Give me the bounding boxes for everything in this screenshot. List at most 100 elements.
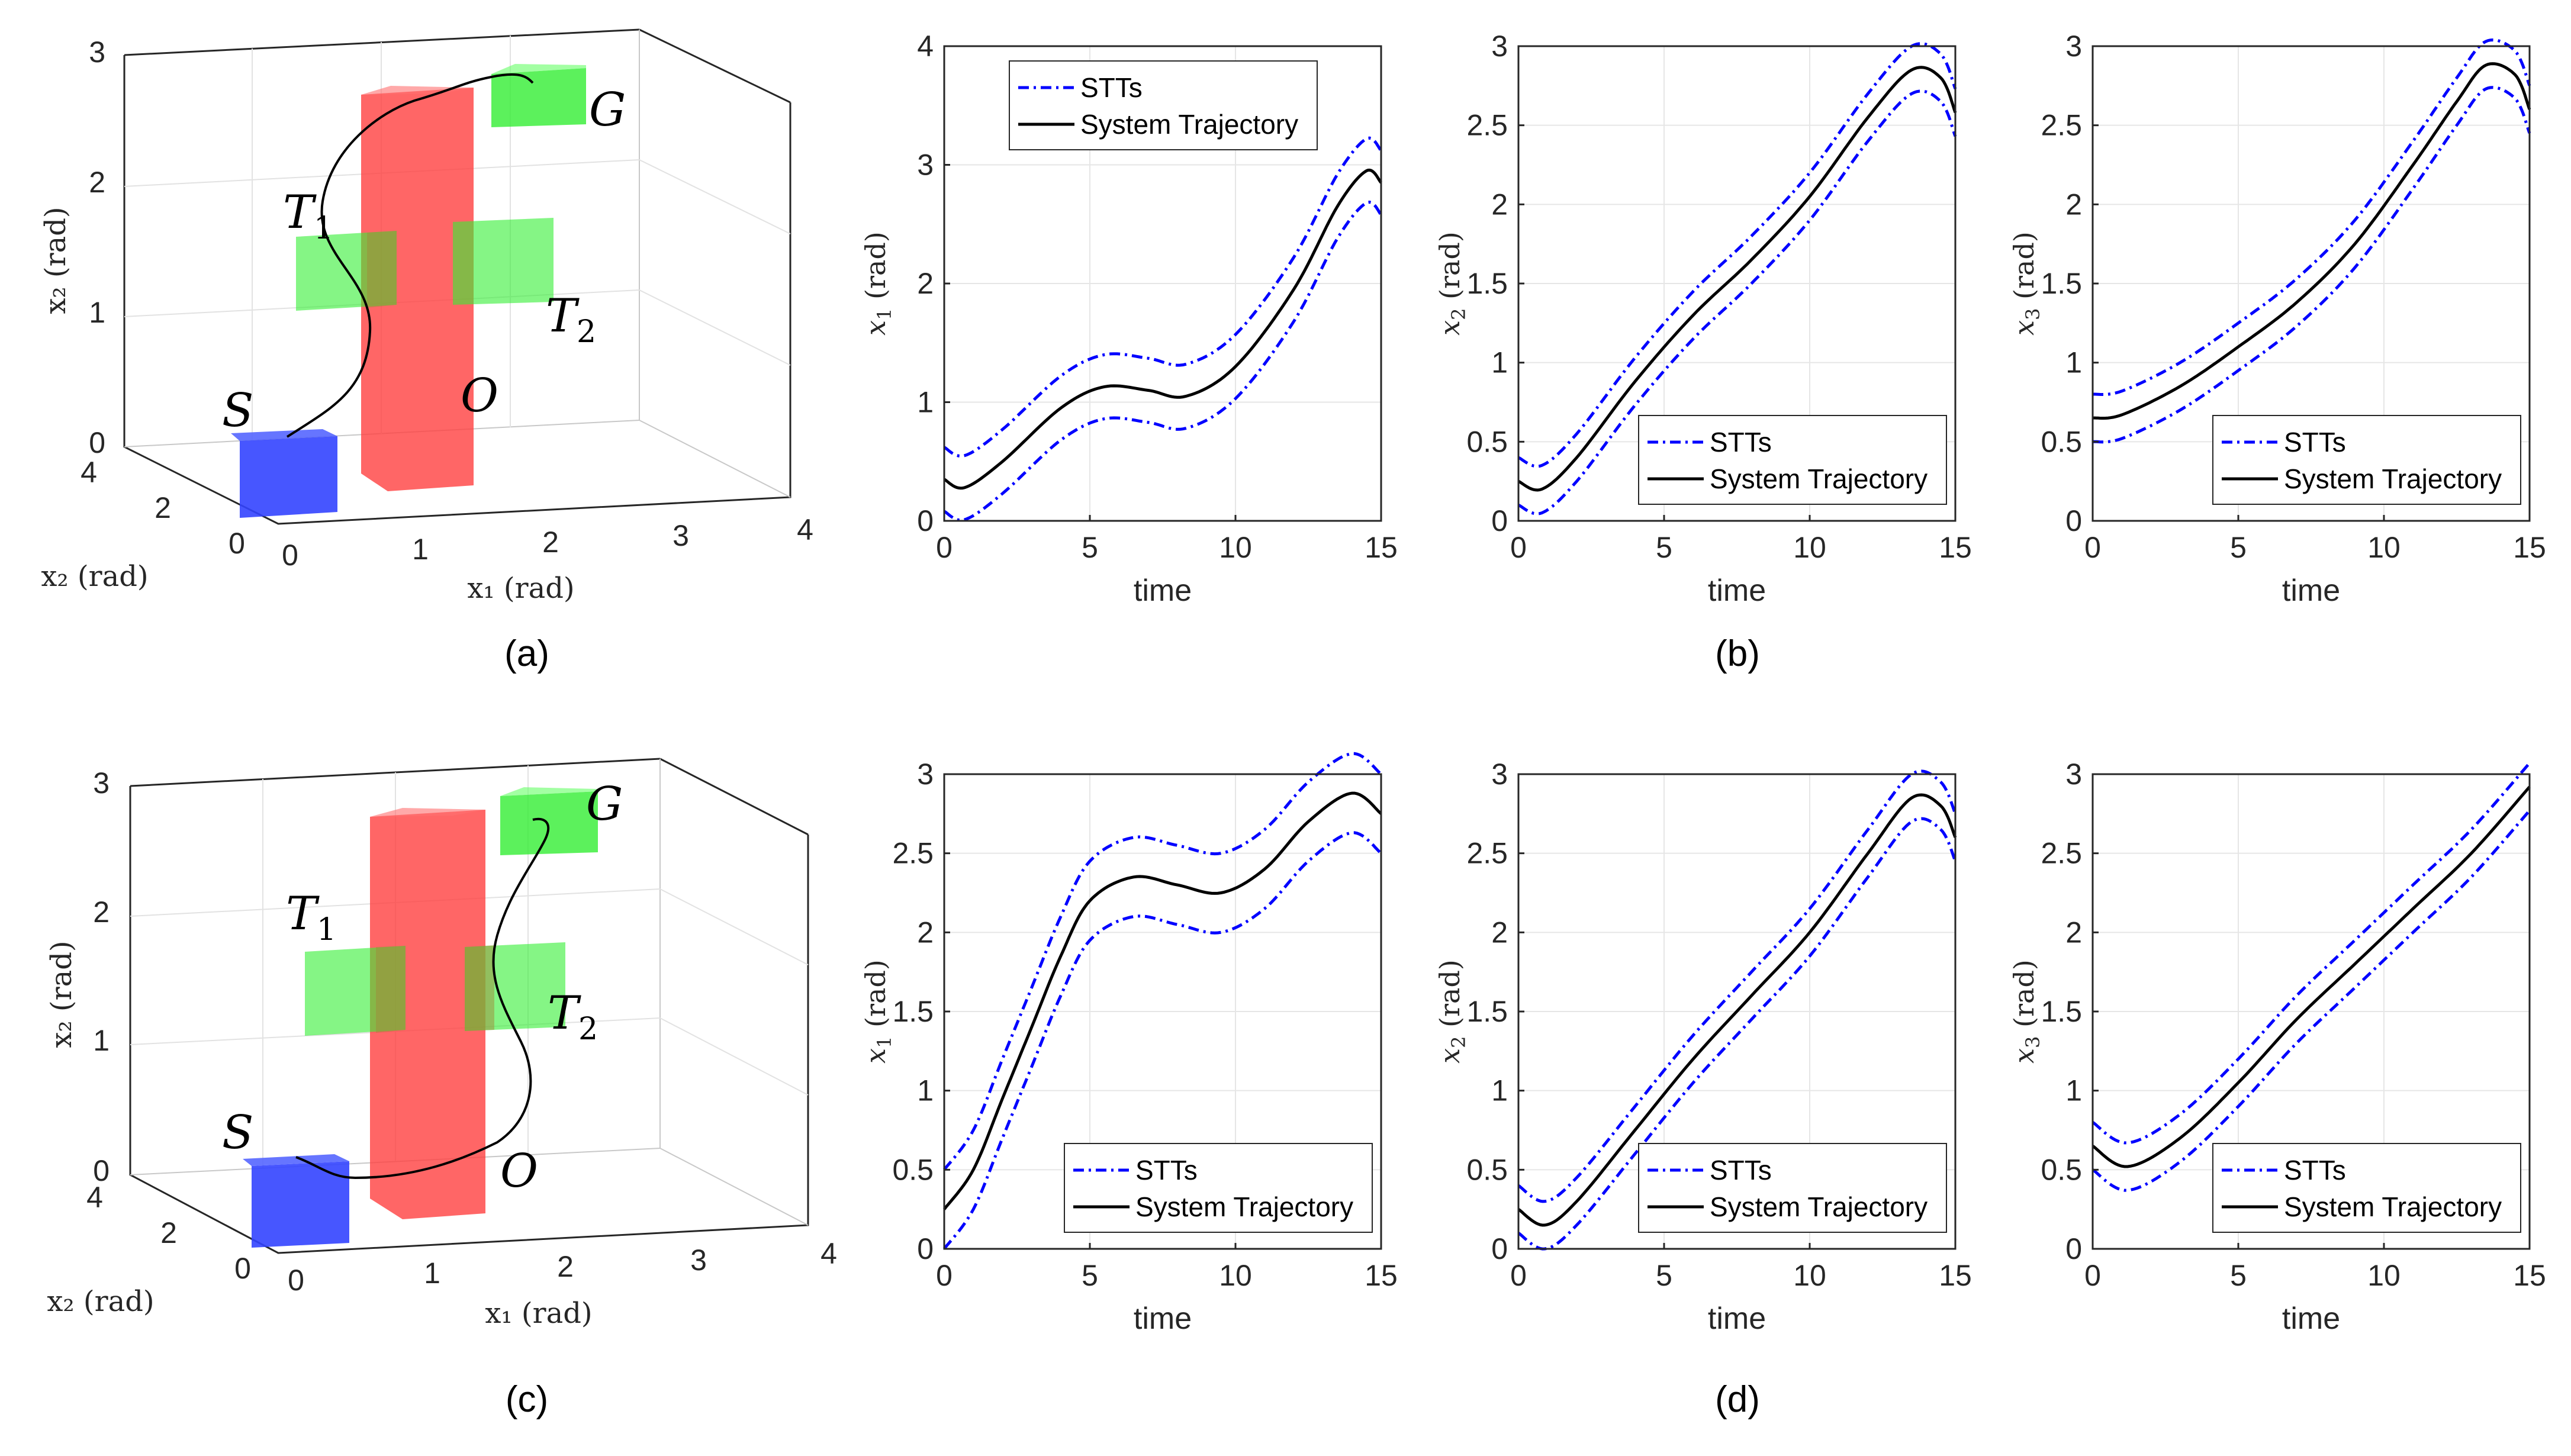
y-tick-label: 1 [1491,346,1508,379]
target1-label: T1 [286,887,336,948]
x-tick-label: 5 [2230,531,2247,564]
chart-d-x1: 0 5 10 15 0 0.5 1 1.5 2 2.5 3 time x1 (rad) STTs Syste… [860,752,1398,1336]
chart-d-x3: 0 5 10 15 0 0.5 1 1.5 2 2.5 3 time x3 (rad) STTs Syste… [2008,758,2546,1336]
goal-label: G [589,83,626,137]
y-tick-label: 1 [1491,1074,1508,1107]
x-tick-label: 5 [2230,1259,2247,1292]
panel-label-d: (d) [1715,1379,1760,1420]
x-tick-label: 5 [1656,1259,1672,1292]
x-tick: 2 [542,526,559,559]
y-tick-label: 0 [1491,504,1508,537]
y-tick-label: 1 [917,386,934,419]
y-tick-label: 1 [2065,1074,2082,1107]
y-tick-label: 3 [917,758,934,791]
z-axis-label-3d: x₂ (rad) [45,940,78,1048]
y-tick-label: 2 [1491,188,1508,221]
legend-stt-label: STTs [1080,72,1143,103]
y-axis-label-3d: x₂ (rad) [41,560,148,593]
x-axis-label-3d: x₁ (rad) [485,1297,592,1330]
legend-box [1638,1143,1947,1233]
y-tick-label: 2.5 [2041,837,2082,870]
target2-region-box [453,218,554,305]
x-axis-label-3d: x₁ (rad) [467,572,574,605]
y-tick-label: 2 [2065,916,2082,949]
y-tick: 2 [155,491,171,524]
system-trajectory-line [1517,66,1957,492]
panel-label-b: (b) [1715,633,1760,674]
x-tick-label: 15 [1365,531,1398,564]
y-tick: 0 [229,527,245,560]
z-tick: 3 [93,766,110,800]
x-axis-label: time [1708,1302,1766,1336]
stt-upper-line [1517,42,1957,468]
y-tick-label: 0 [1491,1232,1508,1265]
legend-stt-label: STTs [1710,427,1772,458]
legend-box [1638,415,1947,505]
trajectory-3d-a [286,73,534,438]
stt-lower-line [1517,817,1957,1251]
x-tick: 1 [424,1257,440,1290]
panel-label-a: (a) [504,633,549,674]
y-tick-label: 1.5 [2041,267,2082,300]
x-tick-label: 10 [2367,531,2401,564]
z-tick: 1 [89,296,105,329]
legend-box [1009,60,1318,150]
x-tick-label: 15 [1939,531,1972,564]
y-tick-label: 1.5 [1466,995,1508,1028]
x-tick: 3 [672,519,689,552]
x-tick-label: 0 [1510,1259,1527,1292]
y-tick-label: 0.5 [892,1153,934,1186]
x-tick-label: 5 [1082,531,1098,564]
x-axis-label: time [2282,1302,2340,1336]
y-tick-label: 1 [917,1074,934,1107]
y-tick-label: 1.5 [1466,267,1508,300]
trajectory-3d-c [295,817,549,1180]
x-tick: 2 [557,1250,574,1283]
legend-stt-label: STTs [2284,1155,2346,1186]
x-tick-label: 0 [1510,531,1527,564]
y-tick-label: 0.5 [1466,1153,1508,1186]
z-tick: 1 [93,1024,110,1057]
y-tick-label: 0 [917,1232,934,1265]
y-tick-label: 1.5 [892,995,934,1028]
start-region-box [252,1161,349,1248]
system-trajectory-line [943,168,1382,490]
stt-lower-line [2092,86,2531,444]
z-tick: 3 [89,36,105,69]
y-tick: 0 [234,1252,251,1285]
y-tick: 4 [86,1181,103,1214]
legend-trajectory-label: System Trajectory [2284,1191,2502,1222]
x-tick-label: 5 [1656,531,1672,564]
y-tick-label: 0 [2065,504,2082,537]
chart-b-x2: 0 5 10 15 0 0.5 1 1.5 2 2.5 3 time x2 (rad) STTs Syste… [1434,30,1972,608]
z-tick: 0 [89,426,105,459]
x-tick-label: 10 [2367,1259,2401,1292]
y-tick-label: 1.5 [2041,995,2082,1028]
z-tick: 2 [89,166,105,199]
y-tick-label: 0 [917,504,934,537]
target2-label: T2 [546,289,596,350]
scene-3d-a: S G T1 T2 O 0 1 2 3 0 1 2 3 4 0 2 4 x₁ (… [39,28,813,605]
y-tick-label: 2 [917,267,934,300]
legend-box [2212,415,2521,505]
x-tick-label: 0 [936,1259,953,1292]
x-tick: 3 [690,1244,707,1277]
x-tick-label: 15 [1939,1259,1972,1292]
x-tick-label: 15 [2513,1259,2546,1292]
chart-d-x2: 0 5 10 15 0 0.5 1 1.5 2 2.5 3 time x2 (rad) STTs Syste… [1434,758,1972,1336]
x-tick: 4 [820,1237,837,1270]
y-tick-label: 2.5 [1466,837,1508,870]
obstacle-region-box [361,88,474,491]
x-tick-label: 0 [936,531,953,564]
y-axis-label: x2 (rad) [1434,959,1470,1064]
obstacle-label: O [500,1145,538,1198]
stt-lower-line [2091,809,2531,1192]
start-region-box [240,436,337,518]
panel-label-c: (c) [506,1379,548,1420]
target1-label: T1 [283,186,333,246]
system-trajectory-line [943,791,1382,1210]
stt-upper-line [1517,769,1957,1203]
stt-upper-line [2091,762,2531,1145]
start-label: S [222,1106,253,1159]
